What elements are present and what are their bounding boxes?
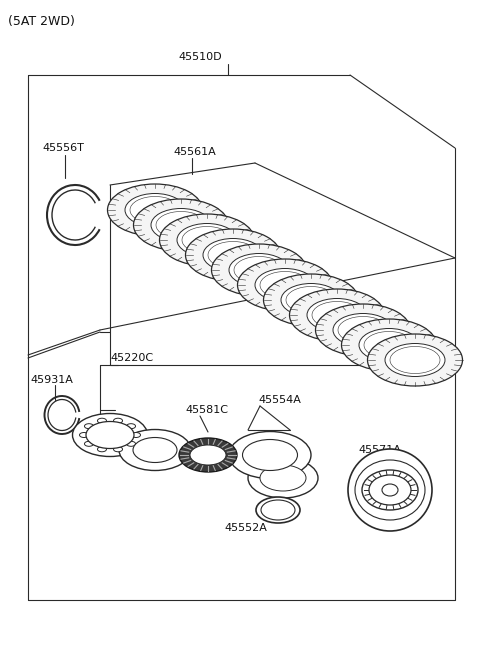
Text: 45561A: 45561A xyxy=(173,147,216,157)
Ellipse shape xyxy=(86,422,134,449)
Ellipse shape xyxy=(248,458,318,498)
Ellipse shape xyxy=(362,470,418,510)
Ellipse shape xyxy=(359,329,419,361)
Text: (5AT 2WD): (5AT 2WD) xyxy=(8,16,75,28)
Text: 45510D: 45510D xyxy=(178,52,222,62)
Ellipse shape xyxy=(97,419,107,423)
Ellipse shape xyxy=(261,500,295,520)
Ellipse shape xyxy=(368,334,463,386)
Ellipse shape xyxy=(307,298,367,331)
Ellipse shape xyxy=(97,447,107,452)
Ellipse shape xyxy=(338,316,388,344)
Ellipse shape xyxy=(341,319,436,371)
Ellipse shape xyxy=(114,419,122,423)
Ellipse shape xyxy=(390,346,440,373)
Text: 45220C: 45220C xyxy=(110,353,153,363)
Ellipse shape xyxy=(234,256,284,283)
Ellipse shape xyxy=(312,302,362,329)
Text: 45581C: 45581C xyxy=(185,405,228,415)
Ellipse shape xyxy=(256,497,300,523)
Ellipse shape xyxy=(255,268,315,302)
Ellipse shape xyxy=(114,447,122,452)
Text: 45556T: 45556T xyxy=(42,143,84,153)
Ellipse shape xyxy=(127,424,135,428)
Text: 45554A: 45554A xyxy=(258,395,301,405)
Ellipse shape xyxy=(133,199,228,251)
Ellipse shape xyxy=(315,304,410,356)
Ellipse shape xyxy=(281,283,341,316)
Ellipse shape xyxy=(229,432,311,478)
Ellipse shape xyxy=(369,475,411,505)
Text: 45571A: 45571A xyxy=(358,445,401,455)
Ellipse shape xyxy=(385,344,445,377)
Ellipse shape xyxy=(208,241,258,268)
Ellipse shape xyxy=(364,331,414,358)
Ellipse shape xyxy=(177,224,237,256)
Ellipse shape xyxy=(289,289,384,341)
Ellipse shape xyxy=(125,194,185,226)
Ellipse shape xyxy=(238,259,333,311)
Ellipse shape xyxy=(182,226,232,253)
Ellipse shape xyxy=(264,274,359,326)
Ellipse shape xyxy=(127,441,135,446)
Ellipse shape xyxy=(185,229,280,281)
Ellipse shape xyxy=(179,438,237,472)
Text: 45931A: 45931A xyxy=(30,375,73,385)
Ellipse shape xyxy=(190,445,226,465)
Text: 45552A: 45552A xyxy=(225,523,267,533)
Ellipse shape xyxy=(108,184,203,236)
Ellipse shape xyxy=(119,430,191,470)
Ellipse shape xyxy=(348,449,432,531)
Ellipse shape xyxy=(355,460,425,520)
Ellipse shape xyxy=(133,438,177,462)
Ellipse shape xyxy=(212,244,307,296)
Ellipse shape xyxy=(229,253,289,287)
Ellipse shape xyxy=(260,465,306,491)
Ellipse shape xyxy=(84,441,94,446)
Ellipse shape xyxy=(80,432,88,438)
Ellipse shape xyxy=(132,432,141,438)
Ellipse shape xyxy=(333,314,393,346)
Ellipse shape xyxy=(151,209,211,241)
Ellipse shape xyxy=(286,287,336,314)
Ellipse shape xyxy=(72,413,147,457)
Ellipse shape xyxy=(84,424,94,428)
Ellipse shape xyxy=(156,211,206,239)
Ellipse shape xyxy=(159,214,254,266)
Ellipse shape xyxy=(260,272,310,298)
Ellipse shape xyxy=(203,239,263,272)
Ellipse shape xyxy=(242,440,298,470)
Ellipse shape xyxy=(130,197,180,224)
